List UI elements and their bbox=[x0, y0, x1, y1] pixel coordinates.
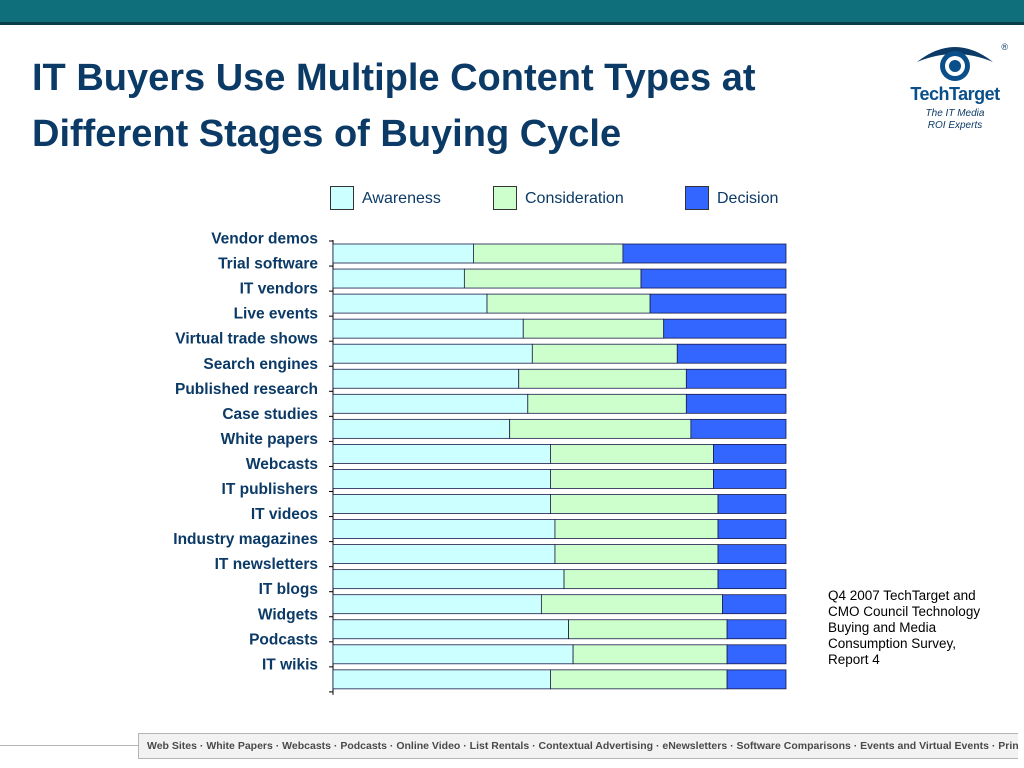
category-label-trial-software: Trial software bbox=[218, 256, 318, 273]
techtarget-logo: ® TechTarget The IT Media ROI Experts bbox=[905, 40, 1010, 140]
bar-search-engines-awareness bbox=[332, 368, 520, 389]
logo-name: TechTarget bbox=[910, 84, 1000, 104]
bar-it-newsletters-decision bbox=[717, 569, 787, 590]
bar-it-wikis-awareness bbox=[332, 669, 551, 690]
bar-podcasts-consideration bbox=[572, 644, 728, 665]
category-label-industry-magazines: Industry magazines bbox=[173, 531, 318, 548]
bar-it-publishers-awareness bbox=[332, 494, 551, 514]
bar-industry-magazines-decision bbox=[717, 544, 787, 564]
bar-white-papers-decision bbox=[713, 443, 787, 464]
bar-industry-magazines-consideration bbox=[554, 544, 719, 564]
bar-it-wikis-decision bbox=[726, 669, 787, 690]
bar-it-videos-decision bbox=[717, 519, 787, 539]
category-label-vendor-demos: Vendor demos bbox=[211, 231, 318, 248]
category-label-it-vendors: IT vendors bbox=[240, 281, 318, 298]
bar-virtual-trade-shows-consideration bbox=[531, 343, 678, 364]
bar-trial-software-consideration bbox=[463, 268, 642, 289]
bar-it-videos-consideration bbox=[554, 519, 719, 539]
bar-it-newsletters-consideration bbox=[563, 569, 719, 590]
legend-label-consideration: Consideration bbox=[525, 190, 624, 207]
footer-divider bbox=[0, 745, 138, 746]
bar-case-studies-decision bbox=[690, 418, 787, 439]
bar-it-publishers-consideration bbox=[550, 494, 719, 514]
bar-virtual-trade-shows-decision bbox=[676, 343, 787, 364]
source-note: Q4 2007 TechTarget and CMO Council Techn… bbox=[828, 588, 981, 667]
category-label-it-publishers: IT publishers bbox=[222, 481, 318, 498]
bar-search-engines-consideration bbox=[518, 368, 687, 389]
bar-trial-software-decision bbox=[640, 268, 787, 289]
legend-label-decision: Decision bbox=[717, 190, 779, 207]
bar-white-papers-awareness bbox=[332, 443, 551, 464]
bar-published-research-decision bbox=[685, 393, 787, 414]
bar-case-studies-awareness bbox=[332, 418, 511, 439]
category-label-case-studies: Case studies bbox=[222, 406, 318, 423]
bar-vendor-demos-consideration bbox=[473, 243, 624, 264]
bar-vendor-demos-awareness bbox=[332, 243, 474, 264]
category-label-live-events: Live events bbox=[234, 306, 318, 323]
bar-it-vendors-consideration bbox=[486, 293, 651, 314]
bar-it-newsletters-awareness bbox=[332, 569, 565, 590]
bar-webcasts-decision bbox=[713, 469, 787, 489]
bar-published-research-awareness bbox=[332, 393, 529, 414]
bar-white-papers-consideration bbox=[550, 443, 714, 464]
bar-widgets-consideration bbox=[568, 619, 728, 640]
bar-it-blogs-awareness bbox=[332, 594, 542, 615]
bar-podcasts-awareness bbox=[332, 644, 574, 665]
category-label-published-research: Published research bbox=[175, 381, 318, 398]
bar-case-studies-consideration bbox=[509, 418, 692, 439]
bar-it-publishers-decision bbox=[717, 494, 787, 514]
header-bar bbox=[0, 0, 1024, 25]
logo-tagline-line-2: ROI Experts bbox=[927, 120, 983, 131]
registered-mark: ® bbox=[1001, 42, 1008, 52]
bar-live-events-consideration bbox=[522, 318, 665, 339]
bar-podcasts-decision bbox=[726, 644, 787, 665]
logo-tagline: The IT Media ROI Experts bbox=[905, 108, 1005, 132]
category-label-it-newsletters: IT newsletters bbox=[215, 556, 318, 573]
bar-it-wikis-consideration bbox=[550, 669, 728, 690]
logo-tagline-line-1: The IT Media bbox=[925, 108, 985, 119]
bar-live-events-decision bbox=[663, 318, 787, 339]
bar-vendor-demos-decision bbox=[622, 243, 787, 264]
footer-services-bar: Web Sites · White Papers · Webcasts · Po… bbox=[138, 733, 1018, 759]
category-label-widgets: Widgets bbox=[258, 606, 318, 623]
bar-webcasts-consideration bbox=[550, 469, 714, 489]
bar-it-vendors-decision bbox=[649, 293, 787, 314]
category-label-podcasts: Podcasts bbox=[249, 631, 318, 648]
bar-published-research-consideration bbox=[527, 393, 687, 414]
bar-it-blogs-decision bbox=[722, 594, 787, 615]
bar-it-videos-awareness bbox=[332, 519, 556, 539]
bar-industry-magazines-awareness bbox=[332, 544, 556, 564]
bar-widgets-awareness bbox=[332, 619, 569, 640]
bar-trial-software-awareness bbox=[332, 268, 465, 289]
category-label-it-videos: IT videos bbox=[251, 506, 318, 523]
category-label-search-engines: Search engines bbox=[203, 356, 318, 373]
eye-icon bbox=[917, 47, 993, 81]
legend-label-awareness: Awareness bbox=[362, 190, 441, 207]
category-label-it-blogs: IT blogs bbox=[259, 581, 318, 598]
category-label-it-wikis: IT wikis bbox=[262, 656, 318, 673]
legend-swatch-decision bbox=[685, 186, 709, 210]
slide-title: IT Buyers Use Multiple Content Types at … bbox=[32, 57, 756, 155]
legend-swatch-consideration bbox=[493, 186, 517, 210]
bar-it-vendors-awareness bbox=[332, 293, 488, 314]
bar-webcasts-awareness bbox=[332, 469, 551, 489]
bar-widgets-decision bbox=[726, 619, 787, 640]
category-label-virtual-trade-shows: Virtual trade shows bbox=[175, 331, 318, 348]
bar-it-blogs-consideration bbox=[540, 594, 723, 615]
bar-search-engines-decision bbox=[685, 368, 787, 389]
legend-swatch-awareness bbox=[330, 186, 354, 210]
bar-live-events-awareness bbox=[332, 318, 524, 339]
bar-virtual-trade-shows-awareness bbox=[332, 343, 533, 364]
category-label-webcasts: Webcasts bbox=[246, 456, 318, 473]
category-label-white-papers: White papers bbox=[221, 431, 318, 448]
